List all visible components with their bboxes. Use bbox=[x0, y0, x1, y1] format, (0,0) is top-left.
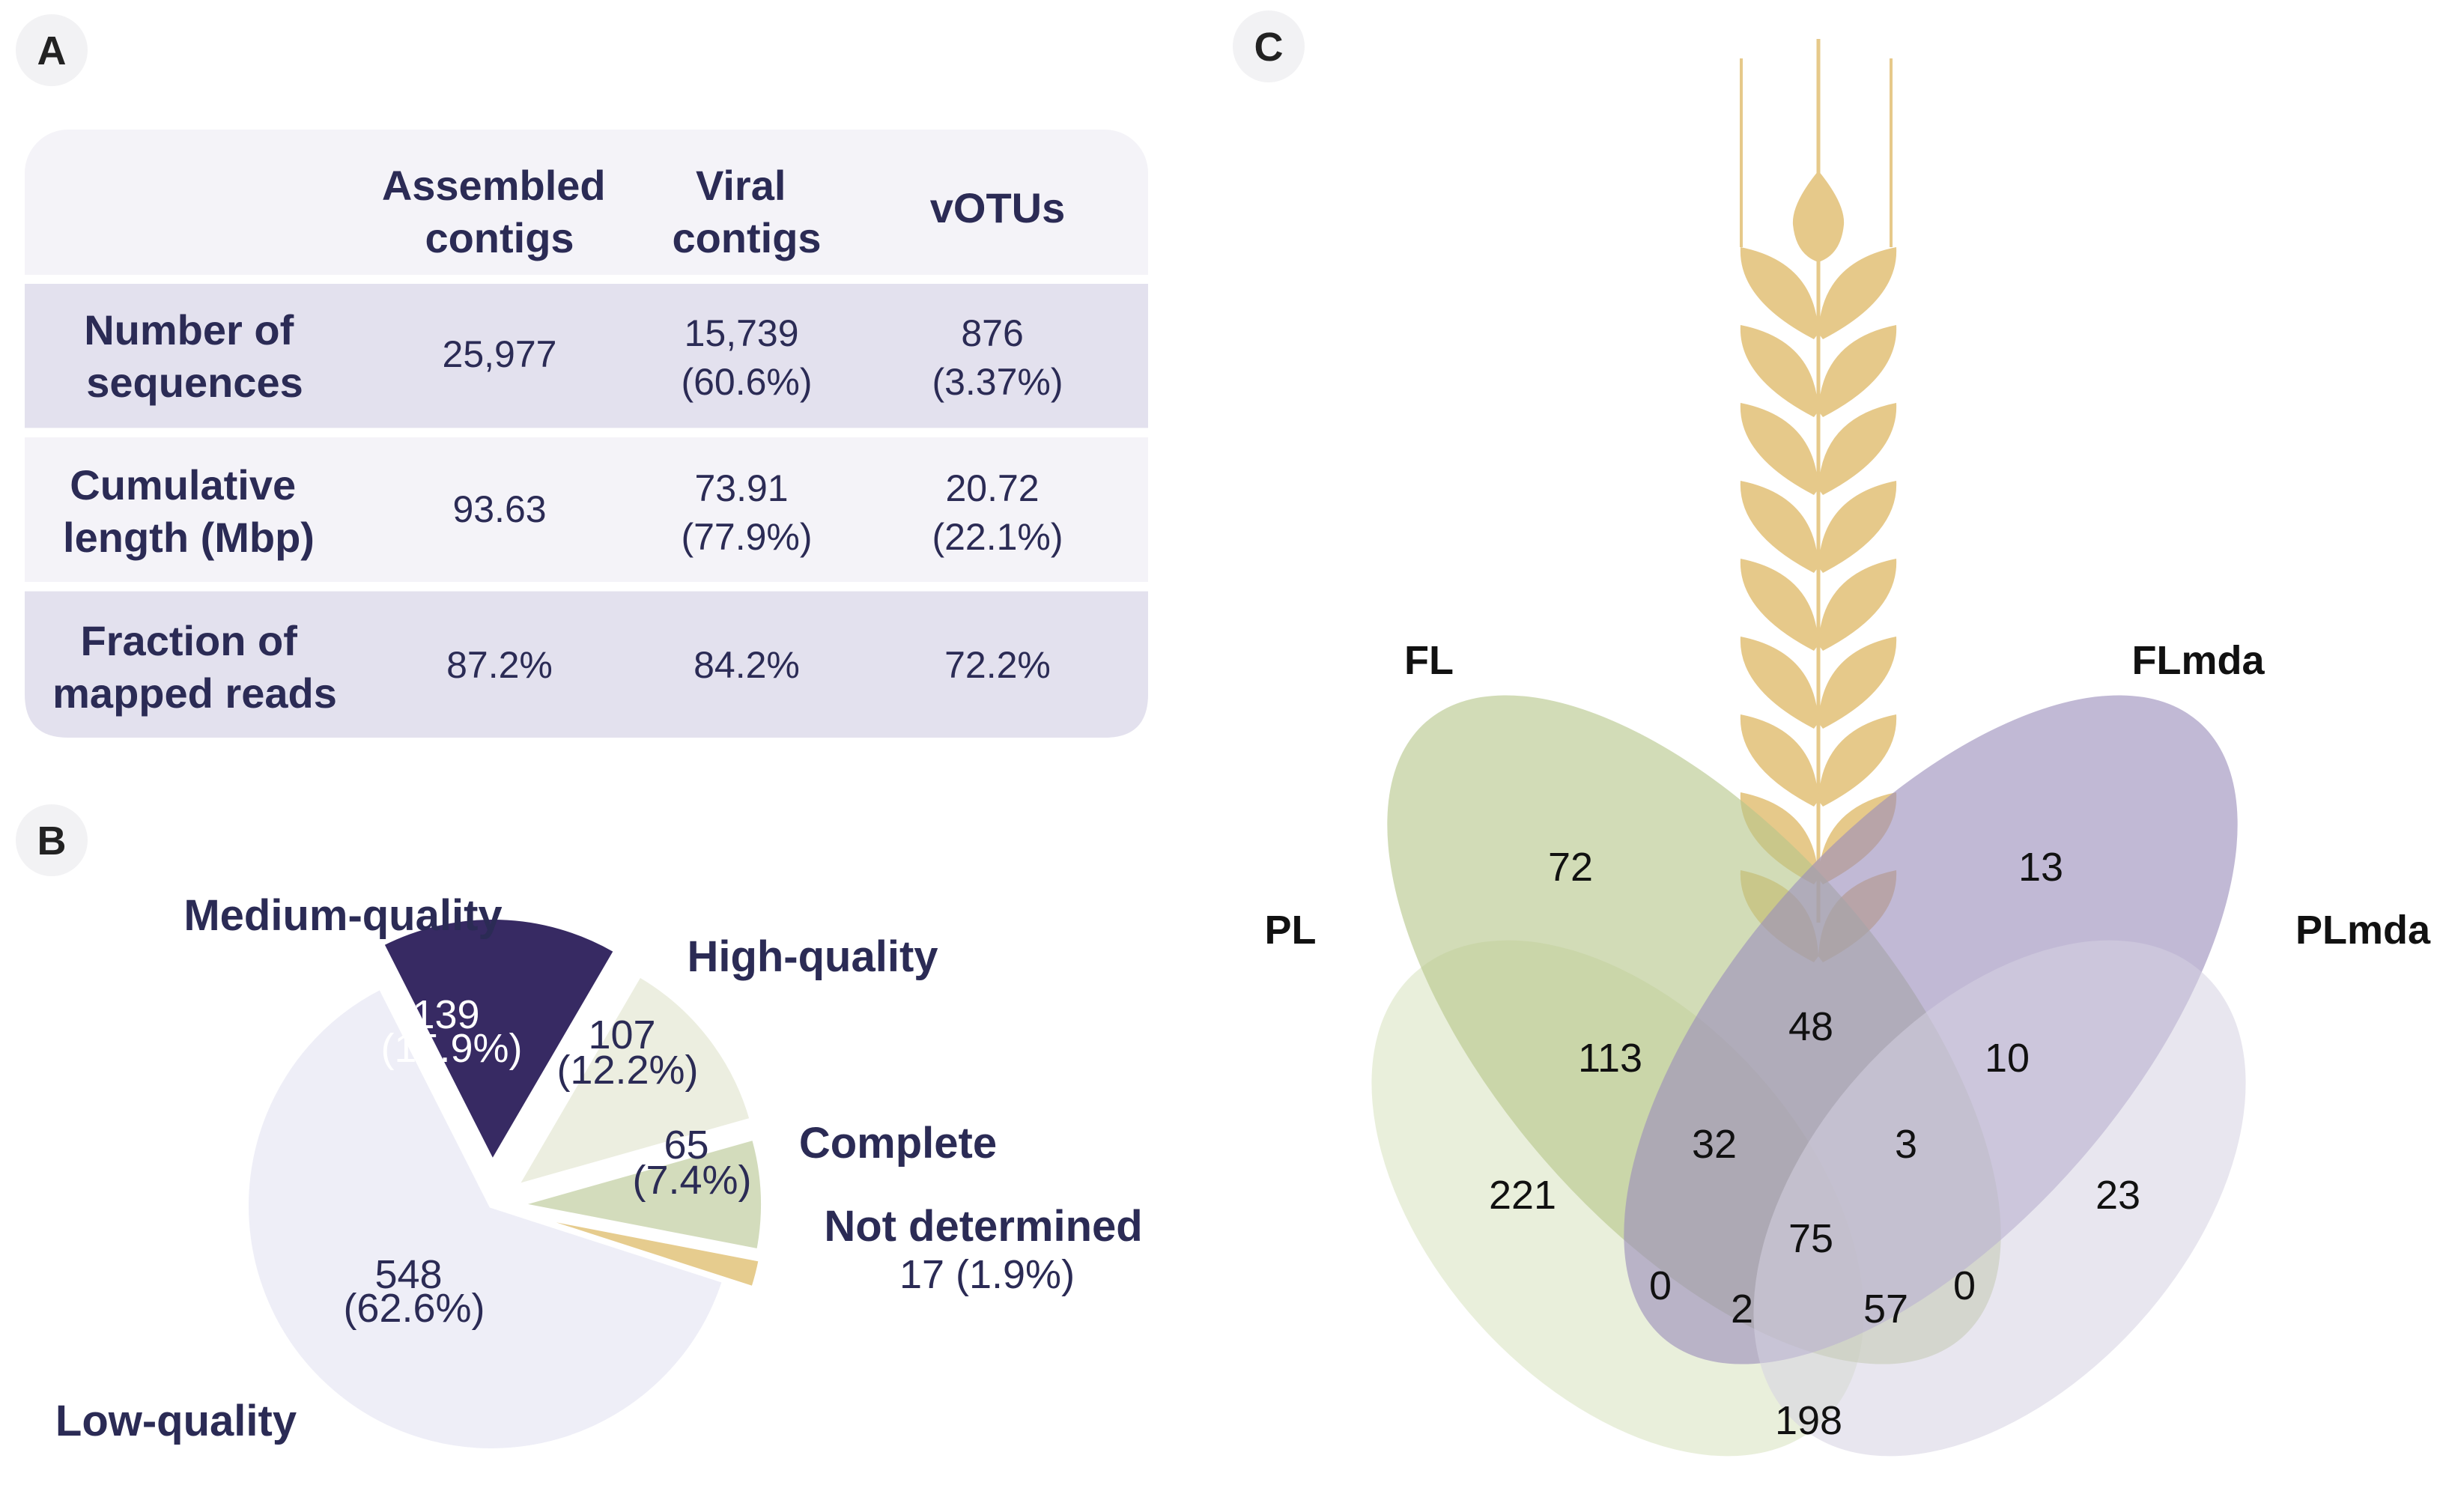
venn-region-pl-plmda: 198 bbox=[1775, 1398, 1842, 1443]
venn-ellipses bbox=[1371, 695, 2246, 1457]
panel-c-badge-bg bbox=[1233, 10, 1305, 82]
pie-value-medium: 139 (15.9%) bbox=[380, 992, 522, 1071]
venn-set-label-flmda: FLmda bbox=[2131, 638, 2265, 683]
pie-slice-medium bbox=[378, 915, 619, 1168]
panel-a-badge: A bbox=[37, 28, 67, 73]
wheat-grain bbox=[1740, 559, 1818, 651]
table-cell: 876 (3.37%) bbox=[932, 312, 1063, 403]
venn-region-pl-fl: 113 bbox=[1578, 1036, 1642, 1081]
table-row-label: Number of sequences bbox=[84, 306, 306, 406]
venn-region-all: 75 bbox=[1788, 1216, 1833, 1261]
pie-slice-low bbox=[244, 984, 727, 1453]
table-header-assembled: Assembled contigs bbox=[382, 162, 617, 261]
pie-value-not-determined: 17 (1.9%) bbox=[899, 1252, 1075, 1297]
venn-region-fl-plmda: 0 bbox=[1953, 1263, 1976, 1308]
venn-region-fl-flmda: 48 bbox=[1788, 1004, 1833, 1049]
venn-region-flmda-plmda: 10 bbox=[1985, 1036, 2030, 1081]
table-cell: 93.63 bbox=[452, 488, 546, 530]
wheat-grain bbox=[1818, 247, 1897, 339]
table-row-band-2 bbox=[25, 437, 1148, 581]
table-row-band-3 bbox=[25, 592, 1148, 738]
venn-region-flmda: 13 bbox=[2018, 845, 2063, 890]
wheat-grain bbox=[1740, 481, 1818, 573]
wheat-grain bbox=[1818, 714, 1897, 807]
venn-set-label-plmda: PLmda bbox=[2295, 908, 2431, 953]
panel-a: A Assembled contigs Viral contigs vOTUs … bbox=[16, 14, 1148, 738]
table-cell: 25,977 bbox=[443, 333, 557, 375]
table-row-label: Fraction of mapped reads bbox=[52, 617, 337, 717]
pie-slice-complete bbox=[518, 1135, 765, 1254]
panel-b: B Medium-quality High-quality Complete N… bbox=[16, 804, 1143, 1453]
venn-set-label-pl: PL bbox=[1264, 908, 1316, 953]
panel-b-badge: B bbox=[37, 819, 67, 863]
table-cell: 20.72 (22.1%) bbox=[932, 467, 1063, 558]
wheat-grain bbox=[1818, 481, 1897, 573]
pie-slice-not-determined bbox=[519, 1211, 764, 1292]
venn-region-plmda: 23 bbox=[2095, 1173, 2140, 1218]
pie-label-high: High-quality bbox=[687, 932, 938, 981]
venn-region-pl-flmda-plmda: 2 bbox=[1731, 1287, 1753, 1332]
pie-label-low: Low-quality bbox=[55, 1397, 297, 1445]
wheat-grain bbox=[1818, 559, 1897, 651]
venn-region-pl: 221 bbox=[1489, 1173, 1556, 1218]
panel-b-badge-bg bbox=[16, 804, 88, 876]
venn-ellipse-plmda bbox=[1753, 940, 2246, 1457]
wheat-grain bbox=[1740, 714, 1818, 807]
wheat-grain bbox=[1818, 325, 1897, 417]
pie-value-complete: 65 (7.4%) bbox=[632, 1123, 751, 1203]
pie-label-not-determined: Not determined bbox=[824, 1202, 1142, 1251]
pie-value-low: 548 (62.6%) bbox=[343, 1252, 485, 1331]
table-cell: 87.2% bbox=[446, 644, 553, 686]
wheat-grain bbox=[1740, 403, 1818, 495]
venn-region-pl-fl-flmda: 32 bbox=[1692, 1122, 1737, 1167]
table-header-votus: vOTUs bbox=[930, 184, 1066, 231]
venn-region-fl: 72 bbox=[1548, 845, 1593, 890]
panel-a-badge-bg bbox=[16, 14, 88, 86]
venn-region-pl-fl-plmda: 57 bbox=[1863, 1287, 1908, 1332]
pie-slices bbox=[244, 915, 765, 1453]
pie-value-high: 107 (12.2%) bbox=[556, 1012, 698, 1093]
table-row-label: Cumulative length (Mbp) bbox=[63, 461, 315, 561]
wheat-grain bbox=[1740, 637, 1818, 729]
wheat-grain bbox=[1818, 403, 1897, 495]
table-cell: 15,739 (60.6%) bbox=[681, 312, 812, 403]
pie-label-medium: Medium-quality bbox=[183, 891, 502, 940]
venn-region-fl-flmda-plmda: 3 bbox=[1895, 1122, 1917, 1167]
pie-label-complete: Complete bbox=[799, 1119, 997, 1168]
wheat-tip-grain bbox=[1792, 171, 1845, 262]
venn-region-pl-flmda: 0 bbox=[1649, 1263, 1672, 1308]
table-cell: 84.2% bbox=[694, 644, 800, 686]
panel-c: C PL FL FLmda PLmda 72 13 48 113 10 32 3… bbox=[1233, 10, 2431, 1457]
table-header-viral: Viral contigs bbox=[672, 162, 821, 261]
table-cell: 72.2% bbox=[944, 644, 1051, 686]
venn-set-label-fl: FL bbox=[1404, 638, 1454, 683]
panel-c-badge: C bbox=[1254, 25, 1284, 70]
wheat-grain bbox=[1818, 637, 1897, 729]
pie-slice-high bbox=[511, 971, 755, 1191]
table-cell: 73.91 (77.9%) bbox=[681, 467, 812, 558]
wheat-grain bbox=[1740, 247, 1818, 339]
table-row-band-1 bbox=[25, 283, 1148, 428]
wheat-grain bbox=[1740, 325, 1818, 417]
